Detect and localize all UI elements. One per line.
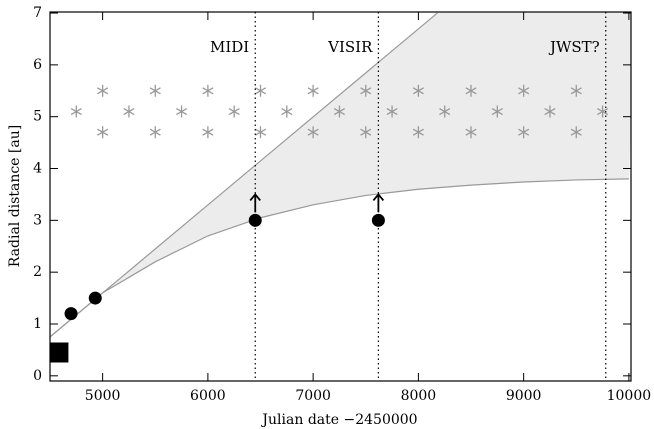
star-stroke bbox=[570, 87, 582, 95]
y-tick-label: 4 bbox=[33, 161, 42, 177]
star-stroke bbox=[202, 128, 214, 136]
star-marker bbox=[333, 105, 345, 118]
star-marker bbox=[281, 105, 293, 118]
star-stroke bbox=[70, 107, 82, 116]
star-stroke bbox=[149, 87, 161, 95]
star-marker bbox=[386, 105, 398, 118]
star-stroke bbox=[333, 107, 345, 116]
square-marker bbox=[50, 342, 69, 363]
star-marker bbox=[149, 84, 161, 97]
star-stroke bbox=[307, 87, 319, 95]
star-marker bbox=[465, 84, 477, 97]
star-stroke bbox=[518, 87, 530, 95]
star-marker bbox=[570, 126, 582, 139]
circle-marker bbox=[88, 291, 102, 305]
star-marker bbox=[465, 126, 477, 139]
star-stroke bbox=[228, 107, 240, 116]
star-marker bbox=[491, 105, 503, 118]
plot-area bbox=[50, 12, 631, 363]
star-stroke bbox=[412, 87, 424, 95]
epoch-label: JWST? bbox=[548, 38, 600, 56]
star-stroke bbox=[97, 87, 109, 95]
star-stroke bbox=[176, 107, 188, 116]
x-tick-label: 6000 bbox=[190, 388, 226, 404]
star-marker bbox=[570, 84, 582, 97]
y-tick-label: 2 bbox=[33, 264, 42, 280]
star-marker bbox=[202, 126, 214, 139]
y-tick-label: 3 bbox=[33, 212, 42, 228]
star-stroke bbox=[307, 128, 319, 136]
star-marker bbox=[439, 105, 451, 118]
star-stroke bbox=[386, 107, 398, 116]
y-tick-label: 5 bbox=[33, 109, 42, 125]
star-marker bbox=[202, 84, 214, 97]
star-stroke bbox=[491, 107, 503, 116]
epoch-label: MIDI bbox=[210, 38, 249, 56]
star-marker bbox=[97, 84, 109, 97]
star-stroke bbox=[439, 107, 451, 116]
circle-marker bbox=[64, 307, 78, 321]
star-marker bbox=[412, 126, 424, 139]
y-tick-label: 1 bbox=[33, 316, 42, 332]
x-tick-label: 5000 bbox=[85, 388, 121, 404]
plot-frame bbox=[49, 11, 632, 382]
star-stroke bbox=[281, 107, 293, 116]
y-tick-label: 7 bbox=[33, 5, 42, 21]
star-stroke bbox=[544, 107, 556, 116]
star-stroke bbox=[518, 128, 530, 136]
star-marker bbox=[412, 84, 424, 97]
lower-curve bbox=[50, 178, 629, 338]
star-marker bbox=[544, 105, 556, 118]
star-stroke bbox=[412, 128, 424, 136]
star-marker bbox=[360, 84, 372, 97]
star-stroke bbox=[254, 128, 267, 136]
star-stroke bbox=[570, 128, 582, 136]
star-stroke bbox=[97, 128, 109, 136]
star-stroke bbox=[597, 107, 609, 116]
star-marker bbox=[149, 126, 161, 139]
star-stroke bbox=[360, 87, 372, 95]
y-tick-label: 0 bbox=[33, 368, 42, 384]
star-stroke bbox=[202, 87, 214, 95]
epoch-label: VISIR bbox=[327, 38, 373, 56]
star-stroke bbox=[465, 87, 477, 95]
x-tick-label: 8000 bbox=[401, 388, 437, 404]
star-stroke bbox=[254, 87, 267, 95]
x-tick-label: 7000 bbox=[295, 388, 331, 404]
star-marker bbox=[518, 84, 530, 97]
star-marker bbox=[254, 84, 267, 97]
star-stroke bbox=[149, 128, 161, 136]
star-marker bbox=[360, 126, 372, 139]
shaded-region bbox=[50, 12, 631, 337]
star-marker bbox=[228, 105, 240, 118]
star-marker bbox=[70, 105, 82, 118]
x-tick-label: 10000 bbox=[607, 388, 652, 404]
star-marker bbox=[254, 126, 267, 139]
star-marker bbox=[518, 126, 530, 139]
y-axis-label: Radial distance [au] bbox=[7, 125, 23, 267]
star-stroke bbox=[123, 107, 135, 116]
star-stroke bbox=[360, 128, 372, 136]
x-axis-label: Julian date −2450000 bbox=[260, 412, 417, 428]
star-marker bbox=[307, 126, 319, 139]
upper-line bbox=[50, 12, 438, 338]
star-stroke bbox=[465, 128, 477, 136]
star-marker bbox=[97, 126, 109, 139]
star-marker bbox=[176, 105, 188, 118]
star-marker bbox=[123, 105, 135, 118]
star-marker bbox=[597, 105, 609, 118]
y-tick-label: 6 bbox=[33, 57, 42, 73]
x-tick-label: 9000 bbox=[506, 388, 542, 404]
star-marker bbox=[307, 84, 319, 97]
